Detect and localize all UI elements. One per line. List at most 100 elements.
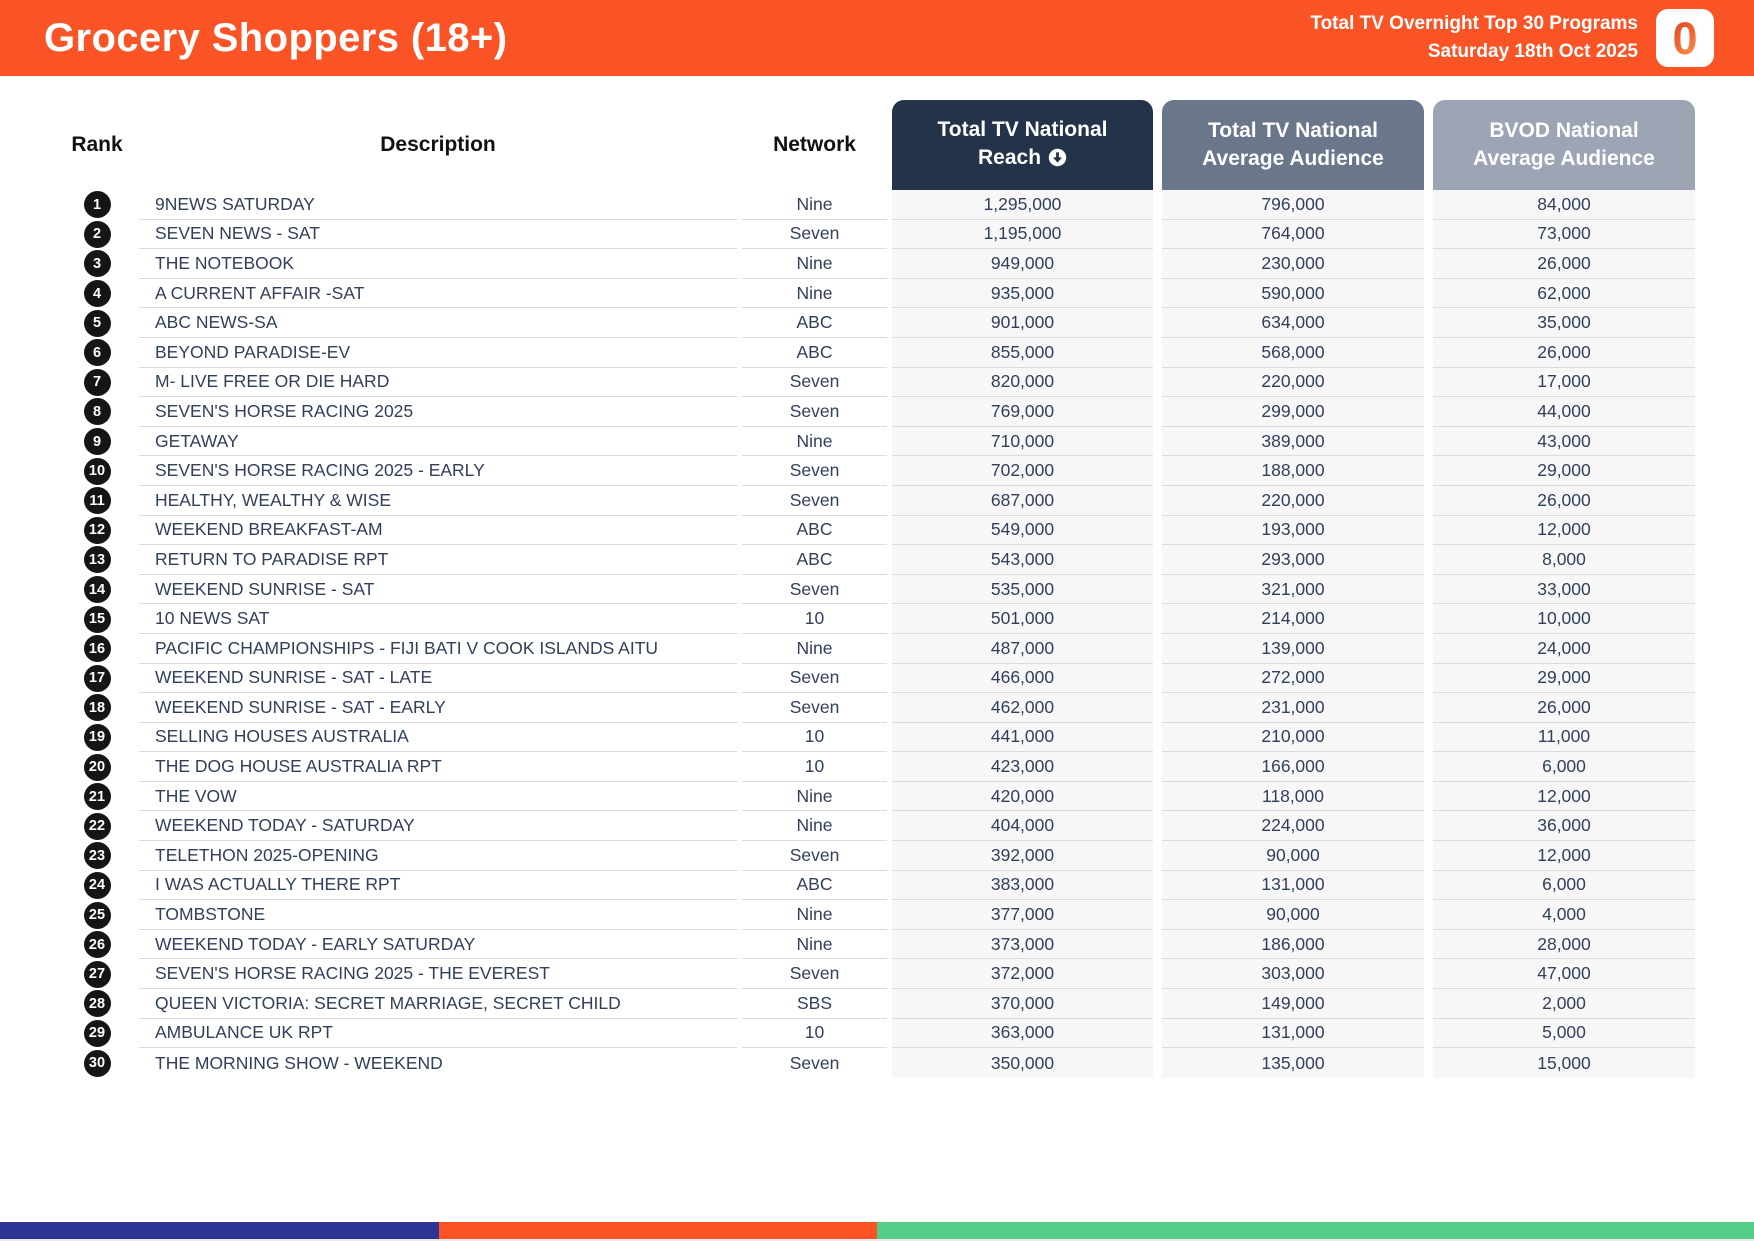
app-header: Grocery Shoppers (18+) Total TV Overnigh…: [0, 0, 1754, 76]
footer-stripe: [0, 1222, 1754, 1239]
column-header-bvod-audience[interactable]: BVOD National Average Audience: [1433, 100, 1695, 190]
rank-badge: 29: [83, 1019, 111, 1047]
rank-cell: 1: [55, 190, 139, 220]
rank-badge: 12: [83, 516, 111, 544]
avg-audience-value: 193,000: [1162, 515, 1424, 546]
avg-audience-value: 764,000: [1162, 219, 1424, 250]
table-row: 23 TELETHON 2025-OPENING Seven 392,000 9…: [55, 841, 1700, 871]
bvod-audience-value: 84,000: [1433, 190, 1695, 220]
rank-badge: 6: [83, 339, 111, 367]
avg-audience-value: 220,000: [1162, 485, 1424, 516]
reach-value: 462,000: [892, 693, 1153, 723]
bvod-audience-value: 11,000: [1433, 722, 1695, 753]
rank-badge: 17: [83, 664, 111, 692]
avg-audience-value: 224,000: [1162, 811, 1424, 842]
reach-value: 855,000: [892, 337, 1153, 368]
network-cell: 10: [742, 752, 887, 782]
table-row: 18 WEEKEND SUNRISE - SAT - EARLY Seven 4…: [55, 693, 1700, 723]
bvod-audience-value: 6,000: [1433, 870, 1695, 901]
program-description: SEVEN'S HORSE RACING 2025: [139, 397, 737, 427]
table-row: 26 WEEKEND TODAY - EARLY SATURDAY Nine 3…: [55, 929, 1700, 960]
reach-value: 535,000: [892, 574, 1153, 605]
reach-value: 392,000: [892, 841, 1153, 871]
table-row: 7 M- LIVE FREE OR DIE HARD Seven 820,000…: [55, 367, 1700, 398]
bvod-audience-value: 26,000: [1433, 337, 1695, 368]
column-header-total-tv-reach[interactable]: Total TV National Reach: [892, 100, 1153, 190]
table-row: 10 SEVEN'S HORSE RACING 2025 - EARLY Sev…: [55, 456, 1700, 486]
table-row: 21 THE VOW Nine 420,000 118,000 12,000: [55, 781, 1700, 812]
rank-cell: 22: [55, 811, 139, 841]
rank-cell: 21: [55, 782, 139, 812]
bvod-audience-value: 29,000: [1433, 663, 1695, 694]
avg-audience-value: 634,000: [1162, 308, 1424, 338]
program-description: A CURRENT AFFAIR -SAT: [139, 279, 737, 309]
table-row: 1 9NEWS SATURDAY Nine 1,295,000 796,000 …: [55, 190, 1700, 220]
rank-cell: 18: [55, 693, 139, 723]
reach-value: 404,000: [892, 811, 1153, 842]
footer-baseline: [0, 1239, 1754, 1241]
network-cell: Seven: [742, 486, 887, 516]
rank-badge: 19: [83, 723, 111, 751]
network-cell: Nine: [742, 279, 887, 309]
rank-cell: 10: [55, 456, 139, 486]
network-cell: Seven: [742, 841, 887, 871]
rank-badge: 25: [83, 901, 111, 929]
bvod-audience-value: 44,000: [1433, 397, 1695, 427]
bvod-audience-value: 29,000: [1433, 456, 1695, 486]
rank-badge: 16: [83, 635, 111, 663]
program-description: HEALTHY, WEALTHY & WISE: [139, 486, 737, 516]
rank-cell: 9: [55, 427, 139, 457]
avg-audience-value: 210,000: [1162, 722, 1424, 753]
program-description: WEEKEND TODAY - EARLY SATURDAY: [139, 930, 737, 960]
rank-cell: 14: [55, 575, 139, 605]
table-row: 30 THE MORNING SHOW - WEEKEND Seven 350,…: [55, 1048, 1700, 1078]
rank-badge: 11: [83, 487, 111, 515]
program-description: TELETHON 2025-OPENING: [139, 841, 737, 871]
network-cell: Seven: [789, 1052, 840, 1073]
column-header-avg-audience[interactable]: Total TV National Average Audience: [1162, 100, 1424, 190]
footer-stripe-orange: [438, 1222, 877, 1239]
column-header-description: Description: [380, 133, 496, 156]
rank-badge: 10: [83, 457, 111, 485]
program-description: THE MORNING SHOW - WEEKEND: [155, 1052, 443, 1073]
rank-badge: 7: [83, 368, 111, 396]
avg-audience-value: 135,000: [1162, 1048, 1424, 1078]
rank-badge: 21: [83, 783, 111, 811]
bvod-audience-value: 6,000: [1433, 752, 1695, 782]
avg-audience-value: 118,000: [1162, 781, 1424, 812]
reach-value: 769,000: [892, 397, 1153, 427]
avg-audience-value: 214,000: [1162, 604, 1424, 634]
network-cell: 10: [742, 1019, 887, 1049]
table-row: 24 I WAS ACTUALLY THERE RPT ABC 383,000 …: [55, 870, 1700, 901]
rank-badge: 3: [83, 250, 111, 278]
reach-value: 372,000: [892, 959, 1153, 990]
oztam-logo-glyph: 0: [1672, 12, 1698, 64]
program-description: ABC NEWS-SA: [139, 308, 737, 338]
bvod-audience-value: 26,000: [1433, 249, 1695, 279]
program-description: M- LIVE FREE OR DIE HARD: [139, 368, 737, 398]
avg-audience-header-label: Total TV National Average Audience: [1202, 119, 1384, 170]
rank-cell: 15: [55, 604, 139, 634]
program-description: WEEKEND BREAKFAST-AM: [139, 516, 737, 546]
network-cell: Seven: [742, 959, 887, 990]
report-date: Saturday 18th Oct 2025: [1427, 41, 1638, 62]
avg-audience-value: 131,000: [1162, 870, 1424, 901]
program-description: WEEKEND SUNRISE - SAT - EARLY: [139, 693, 737, 723]
bvod-audience-value: 33,000: [1433, 574, 1695, 605]
rank-cell: 24: [55, 871, 139, 901]
bvod-audience-value: 12,000: [1433, 515, 1695, 546]
network-cell: ABC: [742, 545, 887, 575]
table-row: 13 RETURN TO PARADISE RPT ABC 543,000 29…: [55, 545, 1700, 575]
network-cell: Nine: [742, 811, 887, 842]
avg-audience-value: 188,000: [1162, 456, 1424, 486]
table-row: 25 TOMBSTONE Nine 377,000 90,000 4,000: [55, 900, 1700, 930]
rank-cell: 13: [55, 545, 139, 575]
reach-value: 383,000: [892, 870, 1153, 901]
table-row: 9 GETAWAY Nine 710,000 389,000 43,000: [55, 426, 1700, 457]
network-cell: Nine: [742, 634, 887, 664]
network-cell: Nine: [742, 900, 887, 930]
table-row: 28 QUEEN VICTORIA: SECRET MARRIAGE, SECR…: [55, 989, 1700, 1019]
reach-header-label: Total TV National Reach: [937, 117, 1108, 169]
network-cell: Nine: [742, 930, 887, 960]
table-row: 20 THE DOG HOUSE AUSTRALIA RPT 10 423,00…: [55, 752, 1700, 782]
